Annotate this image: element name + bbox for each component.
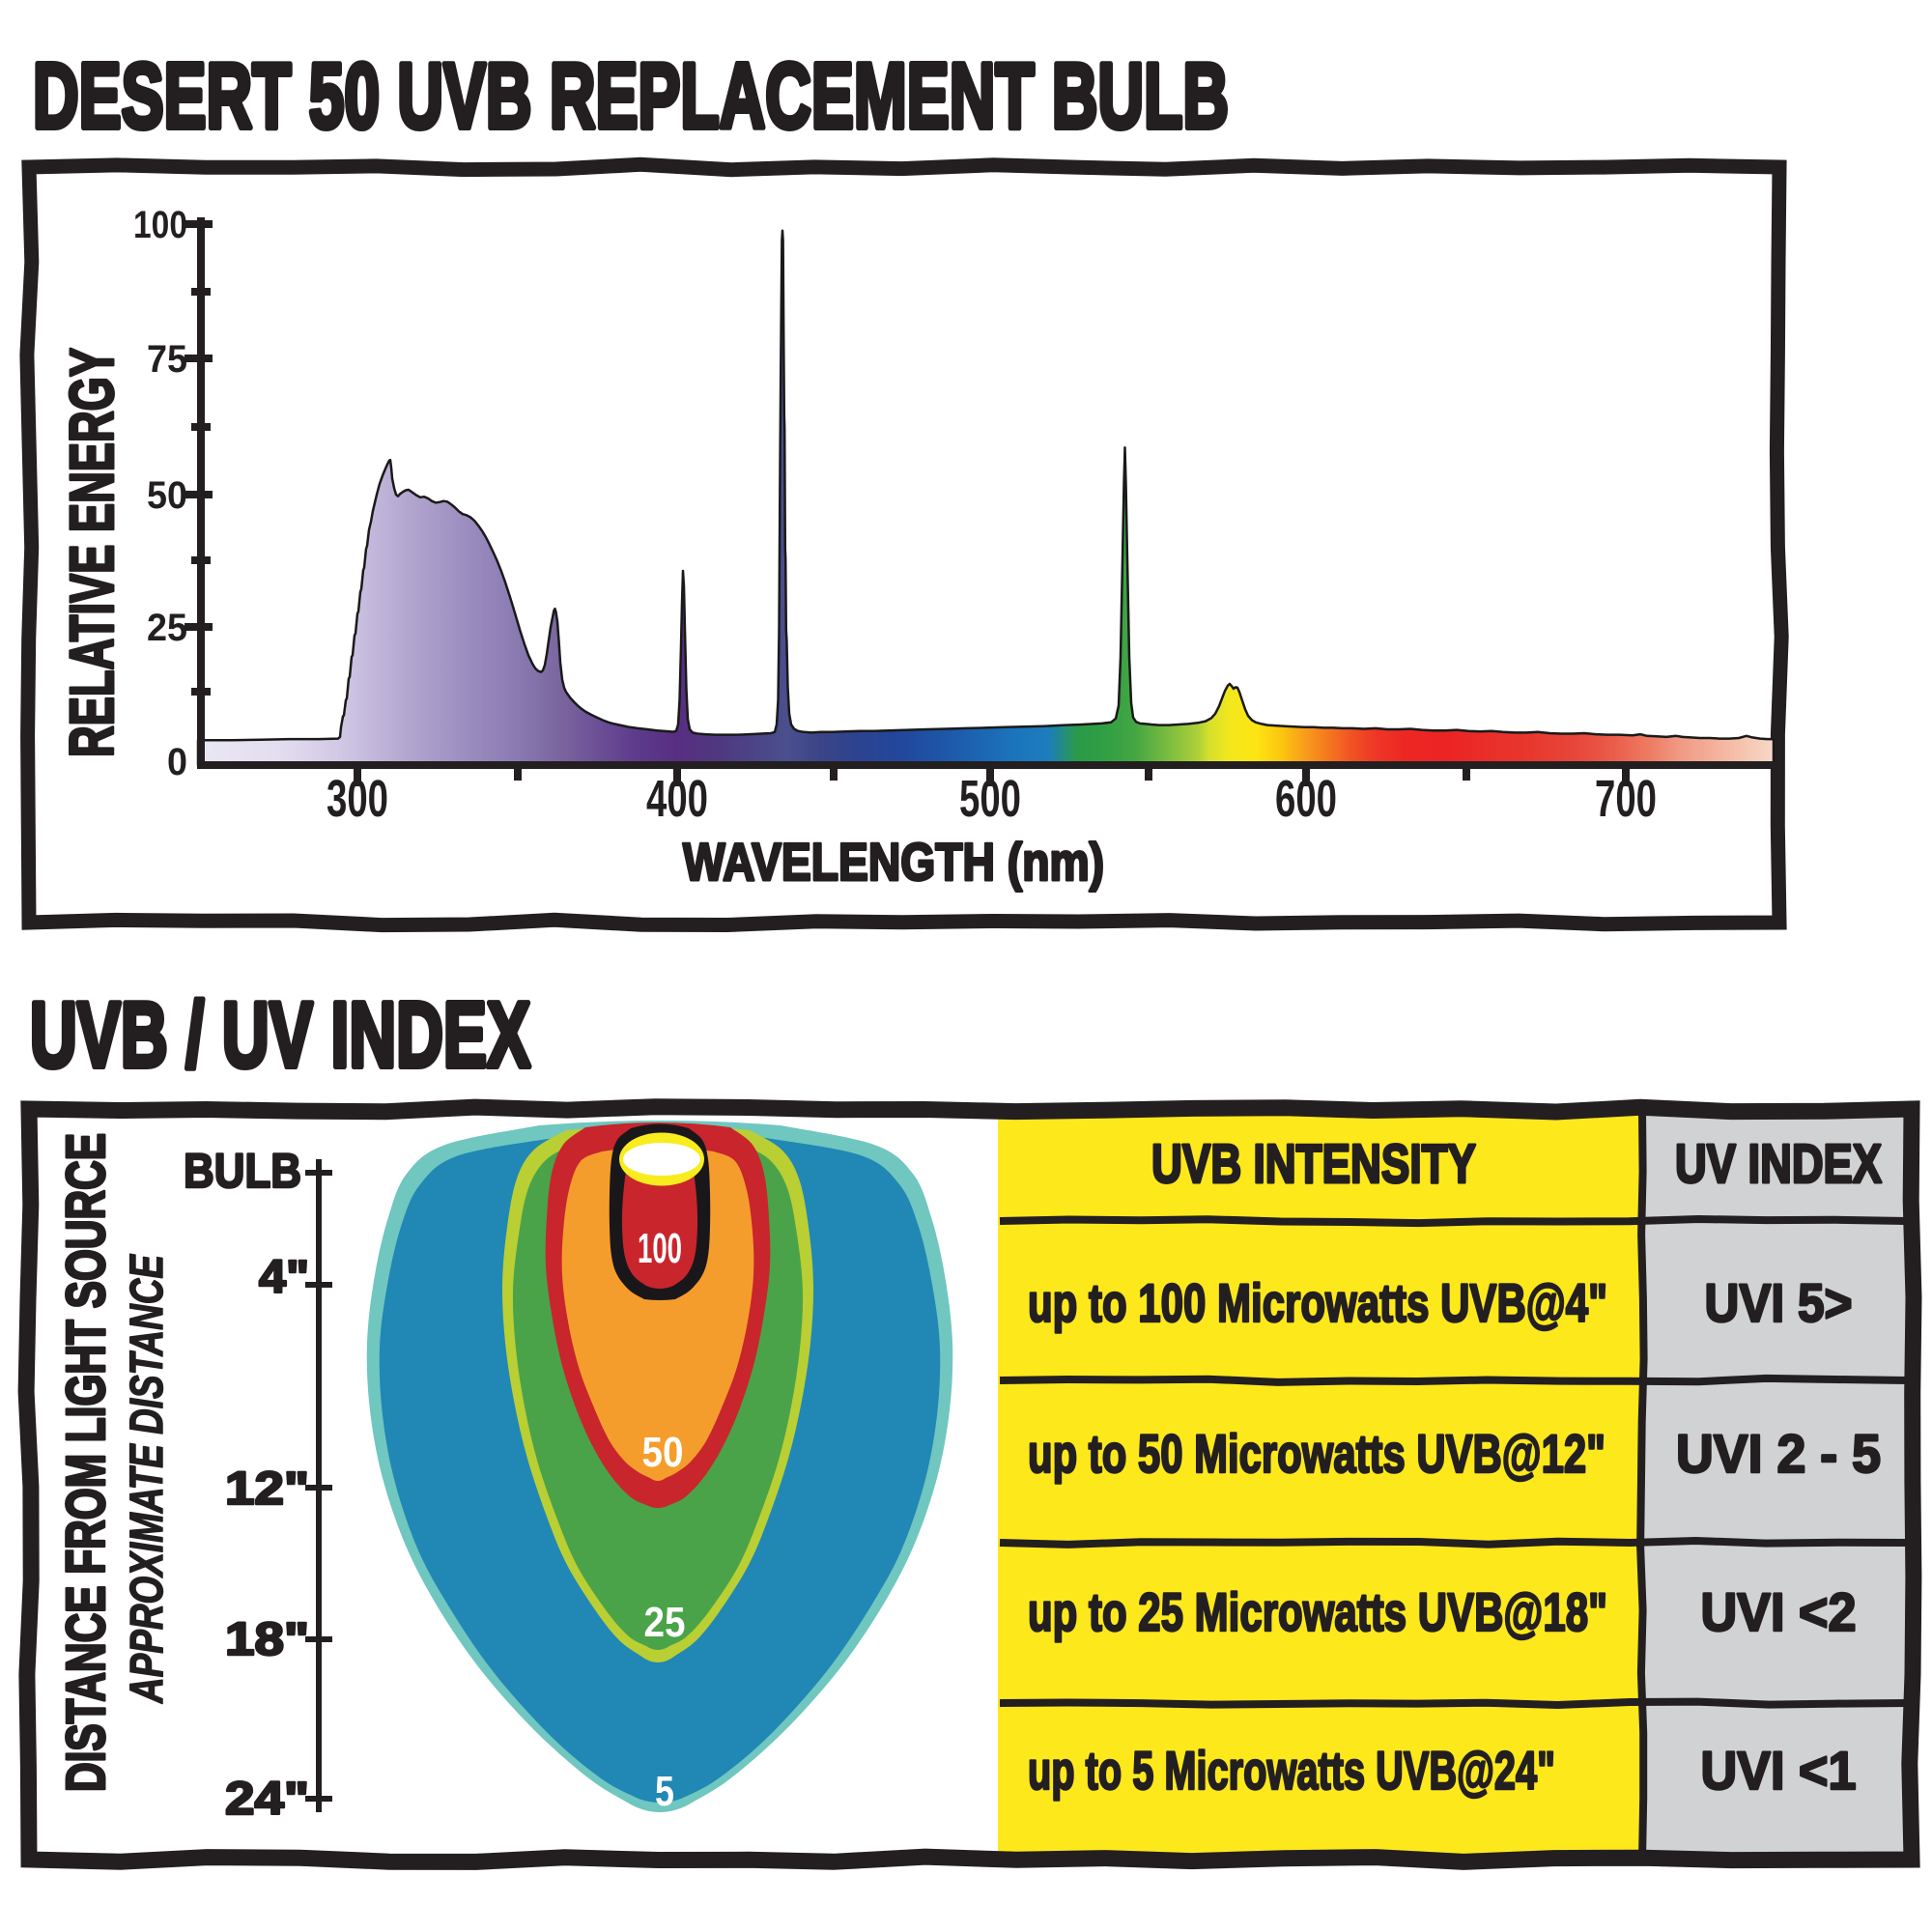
svg-text:50: 50	[642, 1429, 684, 1476]
svg-text:600: 600	[1275, 770, 1337, 828]
svg-text:up to 5 Microwatts UVB@24": up to 5 Microwatts UVB@24"	[1028, 1740, 1555, 1801]
svg-text:BULB: BULB	[184, 1144, 301, 1198]
svg-text:25: 25	[644, 1599, 686, 1646]
svg-text:RELATIVE ENERGY: RELATIVE ENERGY	[57, 348, 127, 757]
svg-text:DISTANCE FROM LIGHT SOURCE: DISTANCE FROM LIGHT SOURCE	[55, 1133, 117, 1792]
svg-text:500: 500	[959, 770, 1021, 828]
svg-text:24": 24"	[225, 1774, 309, 1825]
svg-text:UVI <1: UVI <1	[1701, 1740, 1857, 1801]
svg-text:700: 700	[1595, 770, 1657, 828]
svg-text:UV INDEX: UV INDEX	[1675, 1133, 1882, 1195]
svg-text:100: 100	[133, 204, 187, 246]
svg-text:up to 50 Microwatts UVB@12": up to 50 Microwatts UVB@12"	[1028, 1423, 1605, 1484]
svg-text:18": 18"	[225, 1614, 309, 1665]
svg-text:UVI 2 - 5: UVI 2 - 5	[1676, 1423, 1881, 1484]
svg-text:UVB INTENSITY: UVB INTENSITY	[1151, 1133, 1476, 1195]
svg-text:WAVELENGTH (nm): WAVELENGTH (nm)	[683, 832, 1104, 892]
svg-text:up to 25 Microwatts UVB@18": up to 25 Microwatts UVB@18"	[1028, 1581, 1607, 1642]
svg-text:300: 300	[327, 770, 388, 828]
svg-text:5: 5	[655, 1768, 674, 1815]
svg-text:DESERT 50 UVB REPLACEMENT BULB: DESERT 50 UVB REPLACEMENT BULB	[33, 44, 1229, 148]
svg-text:UVB / UV INDEX: UVB / UV INDEX	[30, 983, 530, 1087]
svg-text:100: 100	[638, 1225, 682, 1272]
svg-text:UVI 5>: UVI 5>	[1705, 1272, 1853, 1333]
svg-text:50: 50	[147, 474, 187, 517]
svg-text:4": 4"	[259, 1252, 309, 1303]
svg-text:0: 0	[167, 741, 187, 783]
svg-text:up to 100 Microwatts UVB@4": up to 100 Microwatts UVB@4"	[1028, 1272, 1607, 1333]
svg-text:25: 25	[147, 607, 187, 649]
svg-text:400: 400	[646, 770, 708, 828]
svg-text:75: 75	[147, 338, 187, 381]
svg-text:UVI <2: UVI <2	[1701, 1581, 1857, 1642]
svg-text:APPROXIMATE DISTANCE: APPROXIMATE DISTANCE	[122, 1253, 173, 1703]
svg-text:12": 12"	[225, 1463, 309, 1515]
